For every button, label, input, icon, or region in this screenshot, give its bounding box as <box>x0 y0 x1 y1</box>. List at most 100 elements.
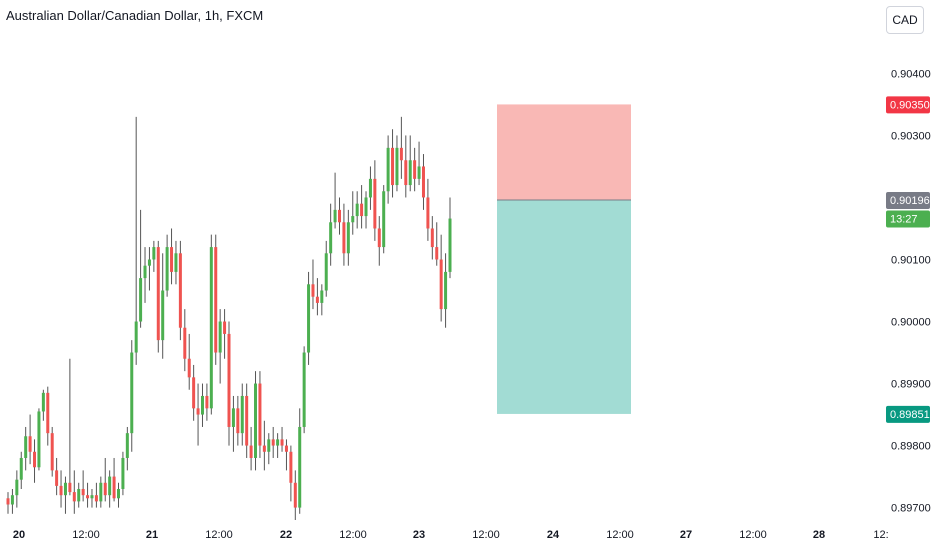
candle-body <box>338 209 341 223</box>
price-tick-label: 0.90100 <box>891 254 931 266</box>
candle-body <box>262 445 266 452</box>
candle-body <box>108 476 112 496</box>
candle <box>320 284 324 316</box>
time-tick-label: 12:00 <box>72 529 100 541</box>
candle <box>249 426 253 471</box>
candle <box>6 492 10 514</box>
price-tick-label: 0.90000 <box>891 317 931 329</box>
stop-loss-zone[interactable] <box>497 104 631 200</box>
candle <box>342 203 346 266</box>
candle <box>37 408 41 471</box>
candle <box>311 259 315 310</box>
candle <box>10 488 14 514</box>
candle <box>218 309 222 384</box>
currency-button[interactable]: CAD <box>886 6 924 34</box>
candle-body <box>439 259 443 310</box>
candle <box>117 482 120 508</box>
candle-body <box>355 203 359 217</box>
candle <box>46 386 50 446</box>
candle <box>227 321 231 446</box>
candle <box>262 420 266 471</box>
candle <box>223 309 227 359</box>
candle-body <box>373 178 377 229</box>
candle-body <box>351 216 355 223</box>
candle-body <box>174 253 178 272</box>
price-tag-label: 13:27 <box>890 214 918 226</box>
candle-body <box>183 327 187 359</box>
candle-body <box>147 259 151 266</box>
candle-body <box>298 426 302 508</box>
candle-body <box>15 479 19 496</box>
candle-body <box>245 395 249 446</box>
candle-body <box>50 433 54 471</box>
candle-body <box>200 395 204 415</box>
candle-body <box>10 495 14 505</box>
candle <box>386 135 390 204</box>
price-tag-label: 0.90350 <box>890 99 930 111</box>
candle-body <box>90 495 94 499</box>
candle <box>147 247 151 291</box>
candle <box>174 240 178 285</box>
candle <box>333 172 337 229</box>
candle-body <box>395 147 399 186</box>
candle <box>130 340 134 452</box>
candle-body <box>346 222 350 254</box>
candle-body <box>156 247 160 341</box>
price-tick-label: 0.89700 <box>891 503 931 515</box>
candle <box>209 234 213 415</box>
candle <box>41 389 45 421</box>
candle <box>254 371 258 471</box>
candle <box>24 426 28 471</box>
candle-body <box>94 495 98 502</box>
candle <box>413 147 417 192</box>
candle <box>448 197 452 279</box>
candle-body <box>125 433 129 458</box>
candle <box>439 234 443 322</box>
position-tool[interactable] <box>497 104 631 414</box>
candle <box>112 457 116 502</box>
candle-body <box>320 290 324 303</box>
candle-body <box>33 451 37 468</box>
candle-body <box>161 290 165 341</box>
candle <box>435 222 439 266</box>
price-tag-bg <box>886 210 930 228</box>
candle-body <box>258 383 262 446</box>
candle-body <box>37 411 41 468</box>
candle <box>103 457 107 502</box>
candle-body <box>6 498 10 505</box>
candle-body <box>254 383 258 458</box>
candle <box>134 116 138 365</box>
candle <box>302 346 306 434</box>
candle <box>156 240 160 353</box>
candle <box>50 426 54 477</box>
candle <box>72 470 76 514</box>
candle <box>94 482 98 508</box>
candle-body <box>364 197 368 217</box>
candle <box>161 253 165 359</box>
candle <box>192 364 196 421</box>
candle <box>205 383 209 421</box>
price-axis[interactable]: 0.90400 0.90300 0.90100 0.90000 0.89900 0.898… <box>891 68 931 514</box>
time-tick-label: 28 <box>813 529 825 541</box>
candle-body <box>333 209 337 223</box>
candle <box>267 433 271 465</box>
chart-title: Australian Dollar/Canadian Dollar, 1h, F… <box>6 8 264 23</box>
candle-body <box>223 321 227 334</box>
candle-body <box>205 395 209 409</box>
candle-body <box>68 482 72 493</box>
candle-body <box>192 377 196 409</box>
candle <box>338 197 341 235</box>
take-profit-zone[interactable] <box>497 199 631 414</box>
candle <box>86 482 90 508</box>
candle <box>231 395 235 452</box>
candle-body <box>382 191 386 248</box>
candle <box>368 166 372 210</box>
candle <box>77 482 81 508</box>
candle <box>108 470 112 508</box>
candle-body <box>218 321 222 353</box>
candle-body <box>302 352 306 427</box>
candle-body <box>368 178 372 198</box>
candle-body <box>448 218 452 272</box>
time-axis[interactable]: 20 12:00 21 12:00 22 12:00 23 12:00 24 12:00 27 12:… <box>13 529 889 541</box>
